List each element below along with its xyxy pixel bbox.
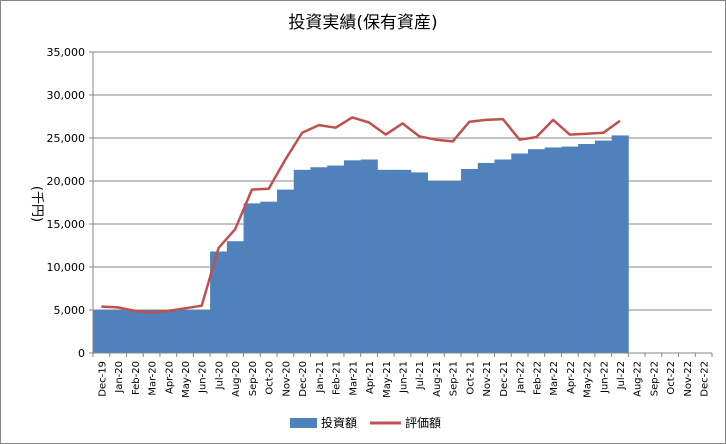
x-tick-label: Sep-20 bbox=[248, 361, 259, 396]
x-tick-label: Jul-20 bbox=[214, 361, 225, 390]
legend-swatch-area bbox=[290, 418, 317, 428]
y-tick-label: 10,000 bbox=[47, 261, 86, 274]
x-tick-label: Jun-20 bbox=[198, 361, 209, 394]
x-tick-label: Jun-21 bbox=[399, 361, 410, 394]
x-tick-label: Oct-21 bbox=[465, 361, 476, 395]
area-column bbox=[176, 310, 194, 353]
x-tick-label: Nov-20 bbox=[281, 361, 292, 397]
area-column bbox=[377, 169, 395, 353]
area-column bbox=[210, 251, 228, 353]
area-column bbox=[427, 181, 445, 353]
x-tick-label: Apr-20 bbox=[164, 361, 175, 394]
x-tick-label: Feb-20 bbox=[131, 361, 142, 395]
x-tick-label: Apr-21 bbox=[365, 361, 376, 394]
area-column bbox=[343, 160, 362, 353]
x-tick-label: May-20 bbox=[181, 361, 192, 398]
area-column bbox=[143, 310, 161, 353]
x-tick-label: Dec-19 bbox=[97, 361, 108, 397]
axis-layer: 0 5,000 10,000 15,000 20,000 25,000 30,000 35,0… bbox=[47, 46, 713, 398]
series-line bbox=[101, 116, 621, 314]
x-tick-label: Jan-22 bbox=[516, 361, 527, 394]
y-tick-label: 20,000 bbox=[47, 175, 86, 188]
y-tick-label: 35,000 bbox=[47, 46, 86, 59]
y-tick-label: 30,000 bbox=[47, 89, 86, 102]
y-tick-label: 0 bbox=[78, 347, 85, 360]
x-tick-label: Mar-21 bbox=[348, 361, 359, 396]
x-tick-label: Feb-21 bbox=[332, 361, 343, 395]
area-column bbox=[527, 149, 546, 353]
area-column bbox=[310, 167, 328, 353]
area-column bbox=[461, 168, 479, 353]
x-tick-label: Mar-20 bbox=[148, 361, 159, 396]
x-tick-label: Oct-20 bbox=[265, 361, 276, 395]
x-tick-label: Feb-22 bbox=[532, 361, 543, 395]
x-tick-label: Nov-21 bbox=[482, 361, 493, 397]
area-column bbox=[226, 241, 244, 353]
area-column bbox=[561, 146, 579, 353]
area-column bbox=[410, 172, 428, 353]
x-tick-label: Jan-21 bbox=[315, 361, 326, 394]
x-tick-label: Sep-21 bbox=[449, 361, 460, 396]
area-column bbox=[159, 310, 178, 353]
area-column bbox=[494, 159, 512, 353]
area-column bbox=[327, 165, 345, 353]
x-tick-label: Mar-22 bbox=[549, 361, 560, 396]
area-column bbox=[360, 159, 378, 353]
area-layer bbox=[93, 135, 629, 353]
line-layer bbox=[101, 116, 621, 314]
area-column bbox=[544, 147, 562, 353]
legend: 投資額 評価額 bbox=[290, 415, 441, 430]
area-column bbox=[578, 144, 596, 353]
y-tick-label: 25,000 bbox=[47, 132, 86, 145]
chart-title: 投資実績(保有資産) bbox=[288, 13, 437, 33]
legend-label-area: 投資額 bbox=[321, 415, 357, 430]
y-tick-label: 15,000 bbox=[47, 218, 86, 231]
area-column bbox=[243, 203, 261, 353]
x-tick-label: May-22 bbox=[583, 361, 594, 398]
area-column bbox=[277, 189, 295, 353]
area-column bbox=[511, 153, 529, 353]
x-tick-label: Oct-22 bbox=[666, 361, 677, 395]
area-column bbox=[444, 181, 462, 353]
y-tick-label: 5,000 bbox=[54, 304, 86, 317]
x-tick-label: Dec-22 bbox=[700, 361, 711, 397]
area-column bbox=[260, 201, 278, 353]
x-tick-label: Nov-22 bbox=[683, 361, 694, 397]
x-tick-label: May-21 bbox=[382, 361, 393, 398]
area-column bbox=[126, 310, 144, 353]
x-tick-label: Dec-20 bbox=[298, 361, 309, 397]
x-tick-label: Aug-21 bbox=[432, 361, 443, 397]
x-tick-label: Jul-21 bbox=[415, 361, 426, 390]
area-column bbox=[93, 310, 111, 353]
y-axis-label: (千円) bbox=[29, 186, 44, 222]
x-tick-label: Apr-22 bbox=[566, 361, 577, 394]
area-column bbox=[293, 169, 311, 353]
x-tick-label: Aug-20 bbox=[231, 361, 242, 397]
x-tick-label: Jan-20 bbox=[114, 361, 125, 394]
area-column bbox=[611, 135, 629, 353]
area-column bbox=[477, 162, 495, 353]
x-tick-label: Dec-21 bbox=[499, 361, 510, 397]
area-column bbox=[394, 169, 412, 353]
area-column bbox=[594, 140, 613, 353]
x-tick-label: Jul-22 bbox=[616, 361, 627, 390]
area-column bbox=[193, 310, 211, 353]
x-tick-label: Jun-22 bbox=[599, 361, 610, 394]
x-tick-label: Sep-22 bbox=[649, 361, 660, 396]
x-tick-label: Aug-22 bbox=[633, 361, 644, 397]
legend-label-line: 評価額 bbox=[405, 415, 441, 430]
area-column bbox=[109, 310, 127, 353]
